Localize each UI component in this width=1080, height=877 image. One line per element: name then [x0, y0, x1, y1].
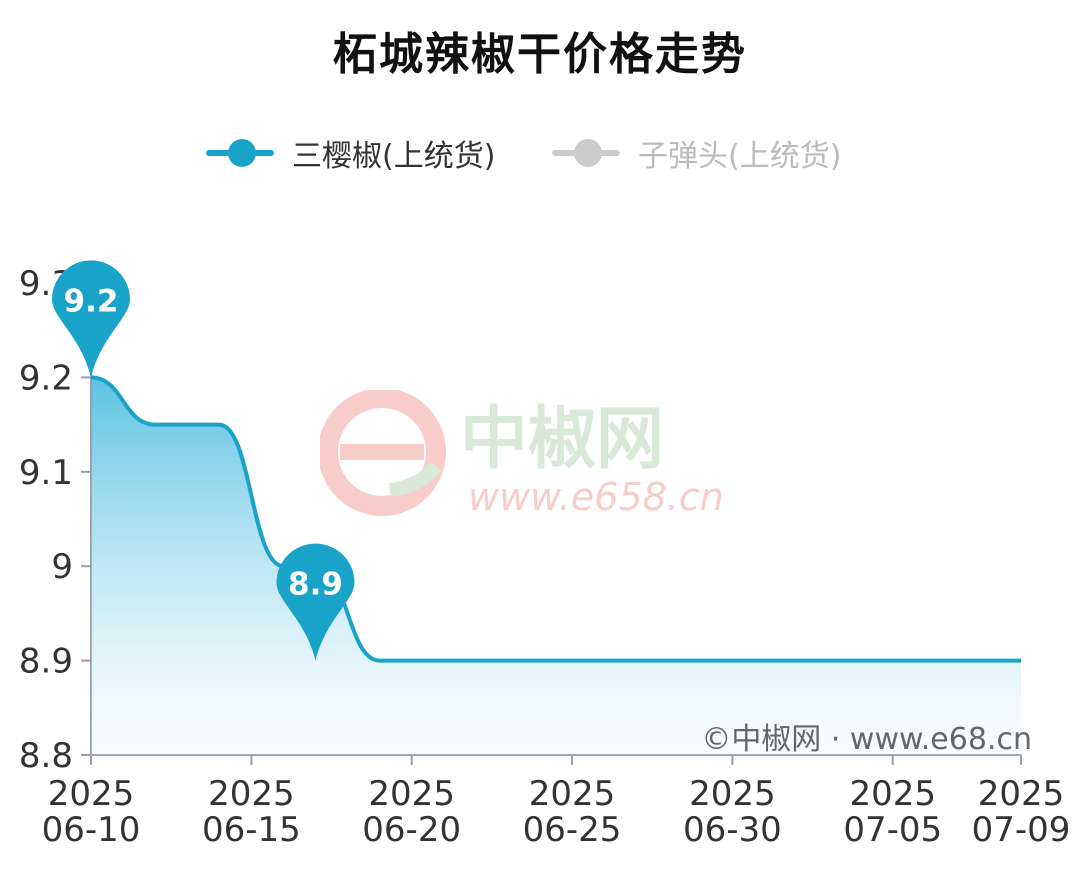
- x-tick-label: 06-25: [523, 810, 622, 850]
- legend-label: 子弹头(上统货): [638, 139, 842, 174]
- x-tick-label: 2025: [48, 774, 135, 814]
- x-tick-label: 2025: [689, 774, 776, 814]
- x-tick-label: 2025: [208, 774, 295, 814]
- y-tick-label: 8.8: [19, 736, 73, 776]
- marker-pin: 8.9: [276, 543, 355, 661]
- x-tick-label: 07-09: [972, 810, 1071, 850]
- legend-dot-icon: [574, 139, 602, 167]
- legend-line-icon: [206, 139, 274, 167]
- x-tick-label: 06-10: [42, 810, 141, 850]
- x-tick-label: 2025: [849, 774, 936, 814]
- copyright-text: ©中椒网 · www.e68.cn: [701, 722, 1032, 757]
- marker-label: 8.9: [288, 567, 343, 603]
- chart-title: 柘城辣椒干价格走势: [333, 29, 747, 80]
- y-tick-label: 9: [51, 547, 73, 587]
- watermark-logo-icon: [320, 390, 446, 516]
- y-tick-label: 9.1: [19, 453, 73, 493]
- x-tick-label: 06-15: [202, 810, 301, 850]
- x-tick-label: 2025: [368, 774, 455, 814]
- legend-line-icon: [552, 139, 620, 167]
- x-tick-label: 2025: [978, 774, 1065, 814]
- legend-item-sanyingjiao[interactable]: 三樱椒(上统货): [206, 128, 495, 178]
- marker-label: 9.2: [64, 283, 119, 319]
- watermark-brand: 中椒网: [460, 400, 664, 479]
- legend: 三樱椒(上统货) 子弹头(上统货): [0, 128, 1080, 178]
- marker-pin-icon: [52, 260, 130, 378]
- x-tick-label: 06-20: [362, 810, 461, 850]
- y-tick-label: 8.9: [19, 642, 73, 682]
- legend-item-zidantou[interactable]: 子弹头(上统货): [552, 128, 841, 178]
- legend-label: 三樱椒(上统货): [292, 139, 496, 174]
- x-tick-label: 2025: [529, 774, 616, 814]
- marker-pin: 9.2: [52, 260, 130, 378]
- legend-dot-icon: [228, 139, 256, 167]
- watermark: 中椒网 www.e658.cn: [320, 390, 724, 519]
- series-line: [90, 375, 1021, 663]
- x-tick-label: 07-05: [843, 810, 942, 850]
- y-tick-label: 9.2: [19, 358, 73, 398]
- marker-pin-icon: [276, 543, 355, 661]
- watermark-url: www.e658.cn: [468, 475, 724, 519]
- x-tick-label: 06-30: [683, 810, 782, 850]
